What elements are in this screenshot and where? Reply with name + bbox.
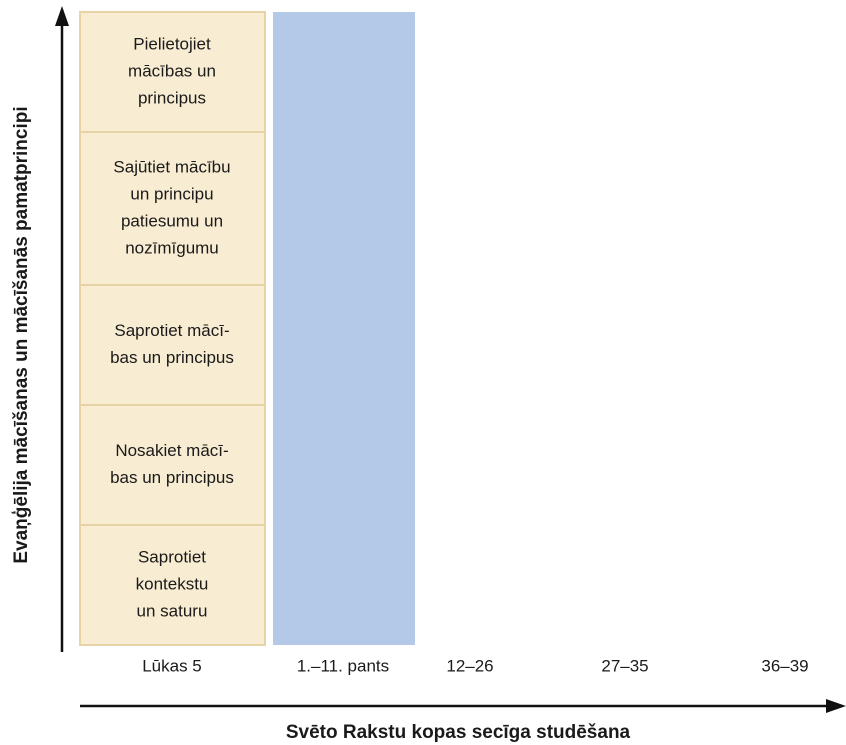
box-text: Pielietojiet (133, 34, 211, 53)
box-text: un saturu (137, 601, 208, 620)
y-axis-label: Evaņģēlija mācīšanas un mācīšanās pamatp… (11, 106, 32, 563)
box (79, 131, 266, 286)
box (79, 524, 266, 646)
boxes: Pielietojiet mācības un principus Sajūtiet … (79, 11, 266, 646)
x-axis-label: Svēto Rakstu kopas secīga studēšana (286, 722, 631, 743)
box-text: nozīmīgumu (125, 238, 219, 257)
box (79, 404, 266, 526)
box-text: principus (138, 88, 206, 107)
column-label: 36–39 (761, 656, 808, 675)
highlight-column (273, 12, 415, 645)
box-text: Sajūtiet mācību (113, 157, 230, 176)
box (79, 284, 266, 406)
box-text: Saprotiet mācī- (114, 321, 229, 340)
column-label: 12–26 (446, 656, 493, 675)
column-label: Lūkas 5 (142, 656, 202, 675)
box-text: Saprotiet (138, 547, 206, 566)
box-text: kontekstu (136, 574, 209, 593)
box-text: un principu (130, 184, 213, 203)
column-label: 1.–11. pants (297, 656, 389, 675)
column-label: 27–35 (601, 656, 648, 675)
box-text: bas un principus (110, 468, 234, 487)
box (79, 11, 266, 133)
box-text: mācības un (128, 61, 216, 80)
box-text: bas un principus (110, 348, 234, 367)
column-labels: Lūkas 5 1.–11. pants 12–26 27–35 36–39 (142, 656, 808, 675)
x-arrowhead (826, 699, 846, 713)
y-arrowhead (55, 6, 69, 26)
box-text: patiesumu un (121, 211, 223, 230)
box-text: Nosakiet mācī- (115, 441, 228, 460)
